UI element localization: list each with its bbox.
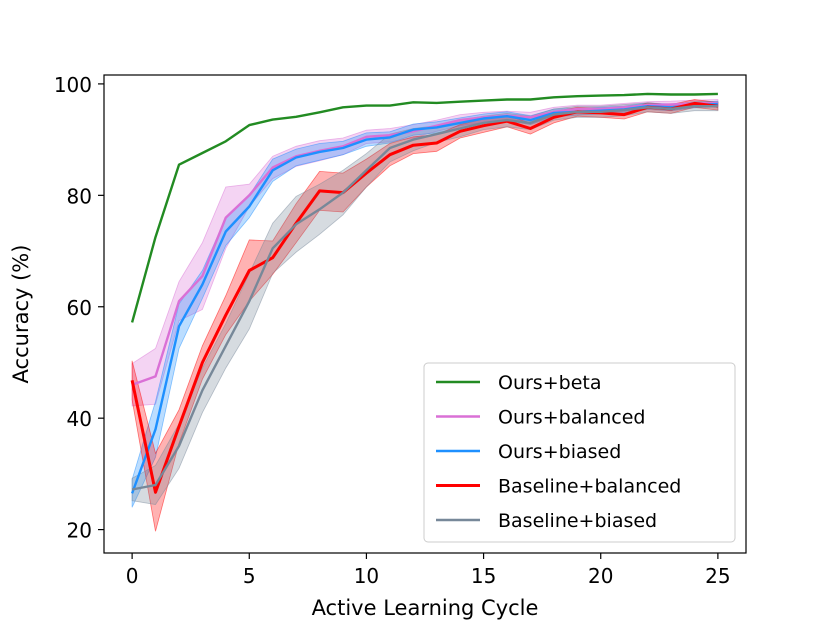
x-tick-label: 15 <box>471 564 496 588</box>
legend: Ours+beta Ours+balanced Ours+biased Baselin… <box>423 362 736 543</box>
y-tick-label: 60 <box>67 296 92 320</box>
legend-label: Baseline+biased <box>498 510 657 532</box>
x-tick-label: 25 <box>705 564 730 588</box>
legend-label: Ours+beta <box>498 372 601 394</box>
y-tick-label: 20 <box>67 519 92 543</box>
y-tick-label: 80 <box>67 184 92 208</box>
x-axis-title: Active Learning Cycle <box>312 596 539 620</box>
x-tick-label: 5 <box>243 564 256 588</box>
plot-frame <box>103 74 747 554</box>
legend-label: Ours+balanced <box>498 407 646 429</box>
x-axis-ticks: 0 5 10 15 20 25 <box>126 553 731 588</box>
x-tick-label: 20 <box>588 564 613 588</box>
line-ours-beta <box>130 92 718 323</box>
series-lines <box>130 92 719 494</box>
line-baseline-balanced <box>130 101 719 494</box>
y-axis-title: Accuracy (%) <box>9 245 33 384</box>
x-tick-label: 10 <box>354 564 379 588</box>
y-tick-label: 100 <box>54 73 92 97</box>
y-tick-label: 40 <box>67 407 92 431</box>
legend-label: Ours+biased <box>498 441 621 463</box>
legend-label: Baseline+balanced <box>498 476 681 498</box>
legend-box <box>423 362 736 543</box>
y-axis-ticks: 20 40 60 80 100 <box>54 73 104 543</box>
x-tick-label: 0 <box>126 564 139 588</box>
line-baseline-biased <box>131 104 718 491</box>
